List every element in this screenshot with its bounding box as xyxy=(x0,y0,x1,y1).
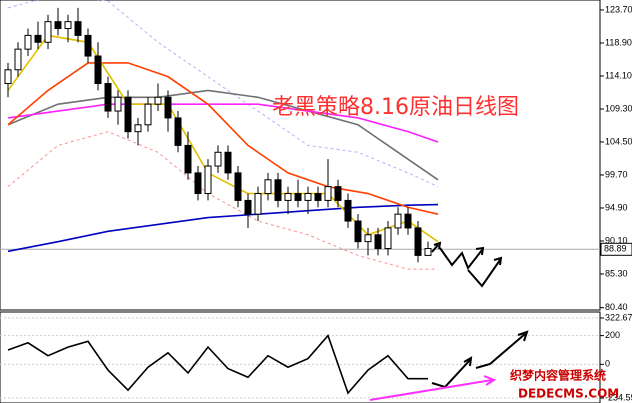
candle-body xyxy=(34,34,42,43)
line xyxy=(7,334,428,395)
candle-body xyxy=(344,199,352,222)
y-tick-label: 85.30 xyxy=(605,268,628,278)
y-tick-label: 109.30 xyxy=(605,103,632,113)
candle-body xyxy=(284,193,292,201)
y-tick-label: 94.90 xyxy=(605,202,628,212)
watermark-url: DEDECMS.COM xyxy=(518,387,619,401)
candle-body xyxy=(94,55,102,85)
candle-body xyxy=(224,151,232,174)
candle-body xyxy=(114,96,122,112)
annotation: 老黑策略8.16原油日线图 xyxy=(272,95,519,120)
y-tick-label: 200 xyxy=(605,330,620,340)
candle-body xyxy=(424,248,432,256)
candle-body xyxy=(274,179,282,201)
candle-body xyxy=(304,193,312,201)
candle-body xyxy=(314,193,322,201)
trend-arrow xyxy=(369,375,497,401)
candle-body xyxy=(254,193,262,215)
candle-body xyxy=(334,186,342,201)
candle-body xyxy=(214,151,222,167)
candle-body xyxy=(194,172,202,195)
cci-panel xyxy=(0,311,601,403)
line xyxy=(7,34,439,243)
candle-body xyxy=(364,234,372,243)
candle-body xyxy=(24,34,32,50)
candle-body xyxy=(324,186,332,201)
candle-body xyxy=(154,96,162,105)
candle-body xyxy=(84,34,92,57)
y-tick-label: 90.10 xyxy=(605,235,628,245)
candle-body xyxy=(234,172,242,201)
candle-body xyxy=(134,124,142,133)
candle-body xyxy=(14,48,22,71)
candle-body xyxy=(184,144,192,174)
candle-body xyxy=(264,179,272,195)
y-tick-label: 123.70 xyxy=(605,4,632,14)
y-tick-label: 104.50 xyxy=(605,136,632,146)
candle-body xyxy=(394,213,402,229)
line xyxy=(7,62,439,215)
line xyxy=(7,131,438,270)
candle-body xyxy=(294,193,302,201)
candle-body xyxy=(374,234,382,250)
candle-body xyxy=(174,117,182,146)
candle-body xyxy=(354,220,362,243)
candle-body xyxy=(4,69,12,85)
candle-body xyxy=(74,21,82,36)
candle-body xyxy=(54,21,62,30)
y-tick-label: 322.67 xyxy=(605,312,632,322)
candle-body xyxy=(244,199,252,215)
y-tick-label: 99.70 xyxy=(605,169,628,179)
last-price-label: 88.89 xyxy=(604,244,627,254)
candle-body xyxy=(404,213,412,229)
y-tick-label: 80.40 xyxy=(605,302,628,312)
candle-body xyxy=(124,96,132,133)
candle-body xyxy=(384,227,392,250)
y-tick-label: 114.10 xyxy=(605,70,632,80)
last-price-box xyxy=(600,242,632,256)
y-tick-label: -234.59 xyxy=(605,392,632,402)
candle-body xyxy=(414,227,422,256)
line xyxy=(7,89,439,181)
y-tick-label: 0 xyxy=(605,359,610,369)
candle-body xyxy=(164,96,172,119)
candle-body xyxy=(144,103,152,126)
candle-body xyxy=(204,165,212,195)
line xyxy=(7,103,439,143)
y-tick-label: 118.90 xyxy=(605,37,632,47)
candle-body xyxy=(64,21,72,30)
candle-body xyxy=(104,83,112,112)
watermark: 织梦内容管理系统 xyxy=(510,368,606,383)
line xyxy=(7,203,439,253)
candle-body xyxy=(44,21,52,43)
